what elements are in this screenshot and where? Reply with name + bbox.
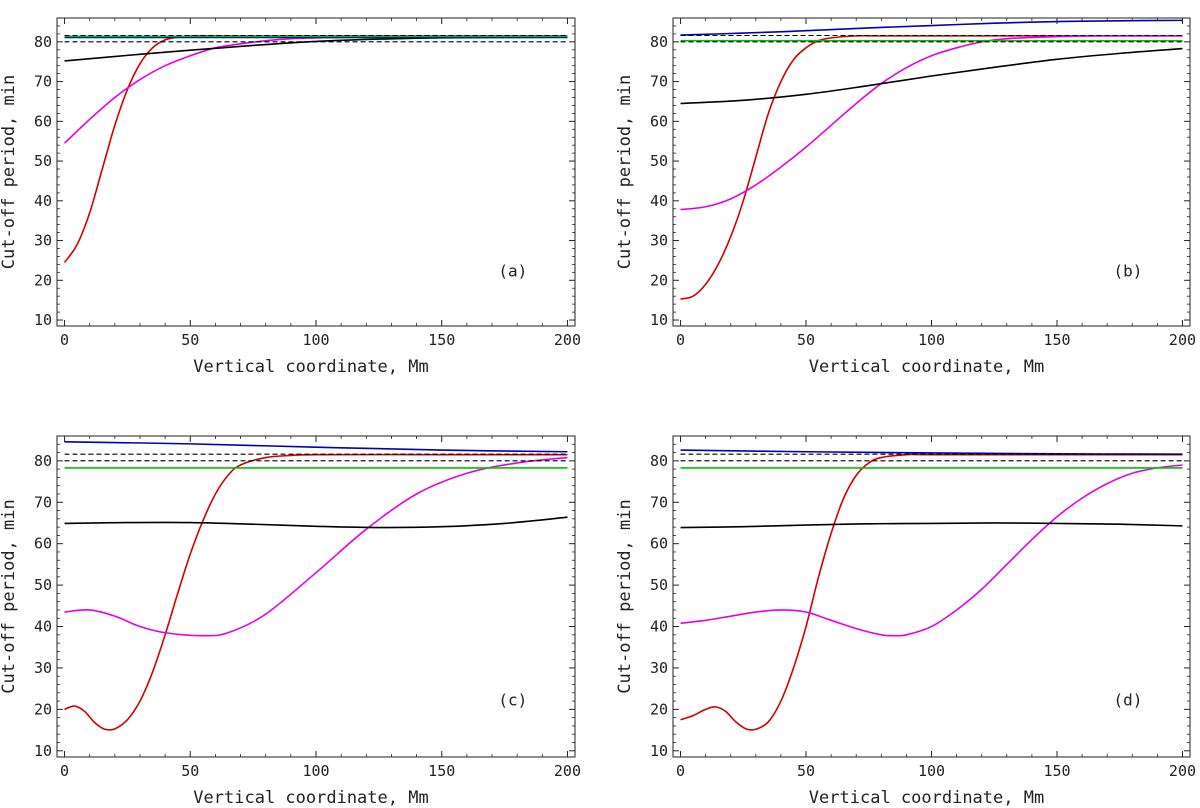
y-tick-label: 20: [650, 271, 668, 289]
x-tick-label: 50: [797, 762, 815, 780]
y-tick-label: 40: [34, 618, 52, 636]
y-tick-label: 30: [650, 232, 668, 250]
plot-frame: [672, 17, 1191, 327]
series-line: [64, 516, 568, 529]
plot-frame: [56, 17, 576, 327]
x-tick-label: 50: [181, 331, 199, 349]
series-line: [63, 34, 568, 263]
series-group: [680, 19, 1183, 300]
x-tick-label: 150: [428, 762, 455, 780]
y-tick-label: 10: [650, 311, 668, 329]
series-line: [680, 449, 1183, 456]
series-line: [680, 35, 1183, 211]
x-tick-label: 0: [676, 331, 685, 349]
x-tick-label: 100: [302, 762, 329, 780]
series-line: [64, 453, 568, 731]
x-tick-label: 200: [1169, 762, 1196, 780]
x-tick-label: 200: [1169, 331, 1196, 349]
y-tick-label: 10: [34, 742, 52, 760]
y-axis-label: Cut-off period, min: [615, 75, 635, 269]
y-tick-label: 80: [650, 33, 668, 51]
x-tick-label: 150: [1043, 331, 1070, 349]
chart-panel-d: 0 50 100 150 200 10 20 30 40 50 60 70 80 Vertical coo…: [615, 435, 1196, 808]
y-axis-label: Cut-off period, min: [0, 75, 19, 269]
x-tick-label: 150: [1043, 762, 1070, 780]
y-tick-label: 30: [650, 659, 668, 677]
series-line: [64, 441, 568, 453]
x-tick-label: 200: [554, 331, 581, 349]
series-line: [63, 35, 568, 144]
y-tick-label: 60: [34, 112, 52, 130]
y-tick-label: 60: [650, 535, 668, 553]
series-group: [63, 34, 568, 263]
panel-tag: (a): [498, 262, 527, 281]
y-tick-label: 20: [34, 271, 52, 289]
series-line: [680, 522, 1183, 529]
y-tick-label: 40: [34, 192, 52, 210]
y-tick-label: 80: [34, 452, 52, 470]
series-line: [680, 453, 1183, 731]
x-tick-label: 0: [60, 331, 69, 349]
x-tick-label: 150: [428, 331, 455, 349]
panel-tag: (d): [1114, 691, 1143, 710]
plot-frame: [672, 435, 1191, 758]
y-tick-label: 80: [34, 33, 52, 51]
series-group: [680, 449, 1183, 731]
x-tick-label: 50: [181, 762, 199, 780]
y-tick-label: 70: [650, 73, 668, 91]
y-tick-label: 70: [34, 493, 52, 511]
x-axis-label: Vertical coordinate, Mm: [809, 357, 1044, 377]
y-tick-label: 50: [34, 576, 52, 594]
x-axis-label: Vertical coordinate, Mm: [193, 788, 428, 808]
x-tick-label: 200: [554, 762, 581, 780]
y-tick-label: 50: [650, 576, 668, 594]
chart-panel-c: 0 50 100 150 200 10 20 30 40 50 60 70 80 Vertical coo…: [0, 435, 581, 808]
chart-panel-b: 0 50 100 150 200 10 20 30 40 50 60 70 80 Vertical coo…: [615, 17, 1196, 377]
x-tick-label: 100: [918, 762, 945, 780]
series-line: [64, 456, 568, 637]
y-tick-label: 50: [650, 152, 668, 170]
y-tick-label: 60: [650, 112, 668, 130]
y-tick-label: 70: [34, 73, 52, 91]
series-line: [64, 36, 568, 62]
panel-tag: (c): [498, 691, 527, 710]
panel-tag: (b): [1114, 262, 1143, 281]
series-line: [680, 19, 1183, 36]
y-tick-label: 40: [650, 192, 668, 210]
x-tick-label: 50: [797, 331, 815, 349]
x-axis-label: Vertical coordinate, Mm: [193, 357, 428, 377]
x-tick-label: 100: [302, 331, 329, 349]
y-tick-label: 70: [650, 493, 668, 511]
series-line: [680, 464, 1183, 637]
y-tick-label: 50: [34, 152, 52, 170]
x-tick-label: 0: [60, 762, 69, 780]
y-tick-label: 80: [650, 452, 668, 470]
series-line: [680, 47, 1183, 105]
y-axis-label: Cut-off period, min: [615, 499, 635, 693]
y-axis-label: Cut-off period, min: [0, 499, 19, 693]
y-tick-label: 10: [650, 742, 668, 760]
y-tick-label: 10: [34, 311, 52, 329]
y-tick-label: 30: [34, 659, 52, 677]
x-axis-label: Vertical coordinate, Mm: [809, 788, 1044, 808]
x-tick-label: 0: [676, 762, 685, 780]
series-group: [64, 441, 568, 731]
y-tick-label: 20: [34, 700, 52, 718]
y-tick-label: 60: [34, 535, 52, 553]
y-tick-label: 40: [650, 618, 668, 636]
y-tick-label: 20: [650, 700, 668, 718]
y-tick-label: 30: [34, 232, 52, 250]
chart-panel-a: 0 50 100 150 200 10 20 30 40 50 60 70 80 Vertical coo…: [0, 17, 581, 377]
x-tick-label: 100: [918, 331, 945, 349]
